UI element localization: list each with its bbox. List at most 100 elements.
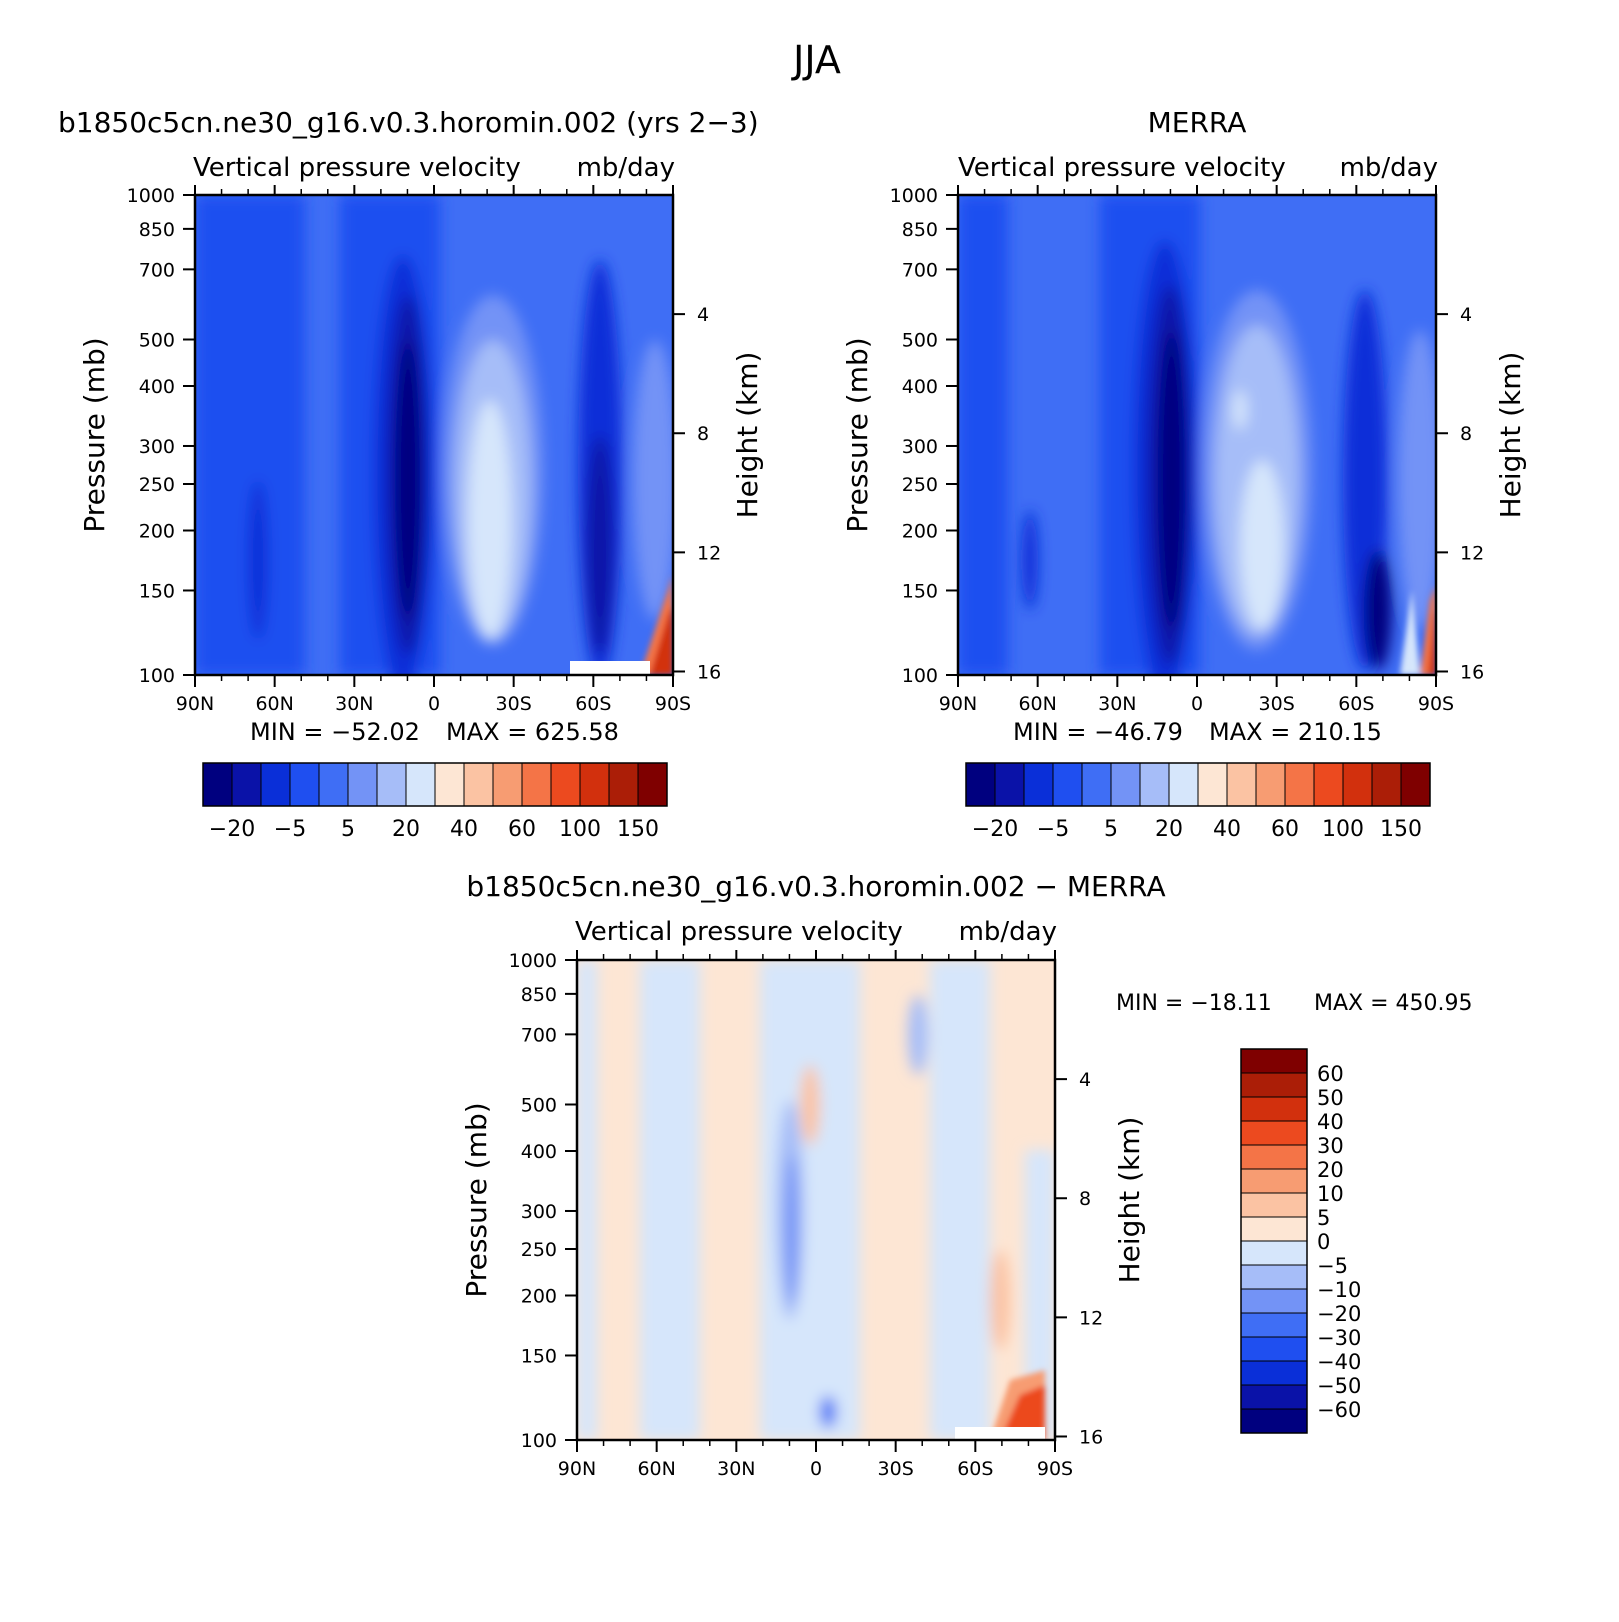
pressure-tick-label: 300 xyxy=(902,436,938,458)
panel-obs-case-title: MERRA xyxy=(1148,106,1247,139)
pressure-tick-label: 250 xyxy=(521,1239,557,1261)
latitude-tick-label: 60S xyxy=(957,1458,993,1480)
colorbar-label: 50 xyxy=(1317,1086,1344,1110)
colorbar-box xyxy=(405,762,436,807)
latitude-tick-label: 60N xyxy=(637,1458,675,1480)
pressure-tick-label: 850 xyxy=(521,984,557,1006)
colorbar-label: 100 xyxy=(559,817,601,842)
colorbar-box xyxy=(1240,1240,1308,1266)
colorbar-box xyxy=(550,762,581,807)
latitude-tick-label: 0 xyxy=(428,693,440,715)
pressure-tick-label: 400 xyxy=(902,376,938,398)
model-subsidence-core xyxy=(468,400,512,640)
colorbar-box xyxy=(1139,762,1170,807)
colorbar-box xyxy=(289,762,320,807)
colorbar-box xyxy=(965,762,996,807)
colorbar-box xyxy=(1284,762,1315,807)
pressure-tick-label: 150 xyxy=(902,580,938,602)
diff-neg-patch-upper xyxy=(908,995,928,1075)
panel-model-ylabel: Pressure (mb) xyxy=(78,337,111,532)
latitude-tick-label: 60S xyxy=(1338,693,1374,715)
colorbar-box xyxy=(463,762,494,807)
pressure-tick-label: 100 xyxy=(902,665,938,687)
colorbar-box xyxy=(1240,1120,1308,1146)
colorbar-box xyxy=(637,762,668,807)
colorbar-label: −10 xyxy=(1317,1278,1361,1302)
pressure-tick-label: 100 xyxy=(139,665,175,687)
diff-blue-band-2 xyxy=(640,960,700,1440)
colorbar-box xyxy=(1240,1048,1308,1074)
panel-diff-units: mb/day xyxy=(959,917,1057,947)
obs-antarctic-light xyxy=(1400,590,1420,675)
model-pole-light xyxy=(633,340,673,620)
height-tick-label: 12 xyxy=(1079,1307,1103,1329)
colorbar-box xyxy=(1240,1384,1308,1410)
pressure-tick-label: 1000 xyxy=(127,185,175,207)
colorbar-box xyxy=(1240,1096,1308,1122)
colorbar-box xyxy=(1342,762,1373,807)
colorbar-box xyxy=(434,762,465,807)
colorbar-label: 20 xyxy=(1317,1158,1344,1182)
colorbar-box xyxy=(1240,1288,1308,1314)
colorbar-box xyxy=(1052,762,1083,807)
diff-blue-band-4 xyxy=(930,960,990,1440)
diff-antarctic-core xyxy=(1000,1385,1045,1440)
colorbar-label: 40 xyxy=(1317,1110,1344,1134)
pressure-tick-label: 1000 xyxy=(890,185,938,207)
latitude-tick-label: 30S xyxy=(1259,693,1295,715)
latitude-tick-label: 30N xyxy=(335,693,373,715)
latitude-tick-label: 90N xyxy=(939,693,977,715)
pressure-tick-label: 400 xyxy=(139,376,175,398)
colorbar-label: 30 xyxy=(1317,1134,1344,1158)
pressure-tick-label: 300 xyxy=(521,1201,557,1223)
pressure-tick-label: 700 xyxy=(521,1024,557,1046)
colorbar-box xyxy=(318,762,349,807)
panel-model-case-title: b1850c5cn.ne30_g16.v0.3.horomin.002 (yrs… xyxy=(58,106,759,139)
panel-model-min: MIN = −52.02 xyxy=(250,718,420,746)
obs-60n-streak xyxy=(1022,510,1038,610)
colorbar-box xyxy=(994,762,1025,807)
panel-obs-ylabel: Pressure (mb) xyxy=(841,337,874,532)
colorbar-label: 0 xyxy=(1317,1230,1330,1254)
colorbar-box xyxy=(1240,1264,1308,1290)
latitude-tick-label: 60S xyxy=(575,693,611,715)
panel-diff-field xyxy=(577,960,1055,1440)
height-tick-label: 8 xyxy=(697,423,709,445)
colorbar-label: 20 xyxy=(392,817,420,842)
colorbar-label: −5 xyxy=(1037,817,1069,842)
panel-model-y2label: Height (km) xyxy=(731,352,764,519)
latitude-tick-label: 90N xyxy=(176,693,214,715)
pressure-tick-label: 850 xyxy=(902,219,938,241)
colorbar-box xyxy=(1240,1336,1308,1362)
panel-obs-colorbar: −20 −5 5 20 40 60 100 150 xyxy=(965,762,1431,842)
diff-missing-data xyxy=(955,1427,1045,1440)
panel-diff-case-title: b1850c5cn.ne30_g16.v0.3.horomin.002 − ME… xyxy=(466,870,1165,903)
colorbar-box xyxy=(1240,1216,1308,1242)
pressure-tick-label: 500 xyxy=(521,1094,557,1116)
panel-model-variable-title: Vertical pressure velocity xyxy=(193,153,521,183)
panel-obs-min: MIN = −46.79 xyxy=(1013,718,1183,746)
colorbar-box xyxy=(1240,1408,1308,1434)
colorbar-box xyxy=(1400,762,1431,807)
colorbar-label: 10 xyxy=(1317,1182,1344,1206)
latitude-tick-label: 0 xyxy=(1191,693,1203,715)
panel-obs-variable-title: Vertical pressure velocity xyxy=(958,153,1286,183)
latitude-tick-label: 30S xyxy=(496,693,532,715)
colorbar-box xyxy=(608,762,639,807)
panel-model-axes: 100 150 200 250 300 400 500 700 850 1000 90N 60N 30N… xyxy=(127,185,721,715)
colorbar-box xyxy=(521,762,552,807)
colorbar-box xyxy=(1313,762,1344,807)
diff-blue-band-1 xyxy=(577,960,597,1440)
height-tick-label: 16 xyxy=(1079,1426,1103,1448)
height-tick-label: 8 xyxy=(1079,1188,1091,1210)
colorbar-label: −30 xyxy=(1317,1326,1361,1350)
panel-diff-y2label: Height (km) xyxy=(1113,1117,1146,1284)
colorbar-box xyxy=(1240,1312,1308,1338)
colorbar-label: 60 xyxy=(508,817,536,842)
pressure-tick-label: 500 xyxy=(902,329,938,351)
diff-neg-core xyxy=(785,1155,799,1305)
pressure-tick-label: 200 xyxy=(139,521,175,543)
colorbar-box xyxy=(1110,762,1141,807)
panel-model-colorbar: −20 −5 5 20 40 60 100 150 xyxy=(202,762,668,842)
